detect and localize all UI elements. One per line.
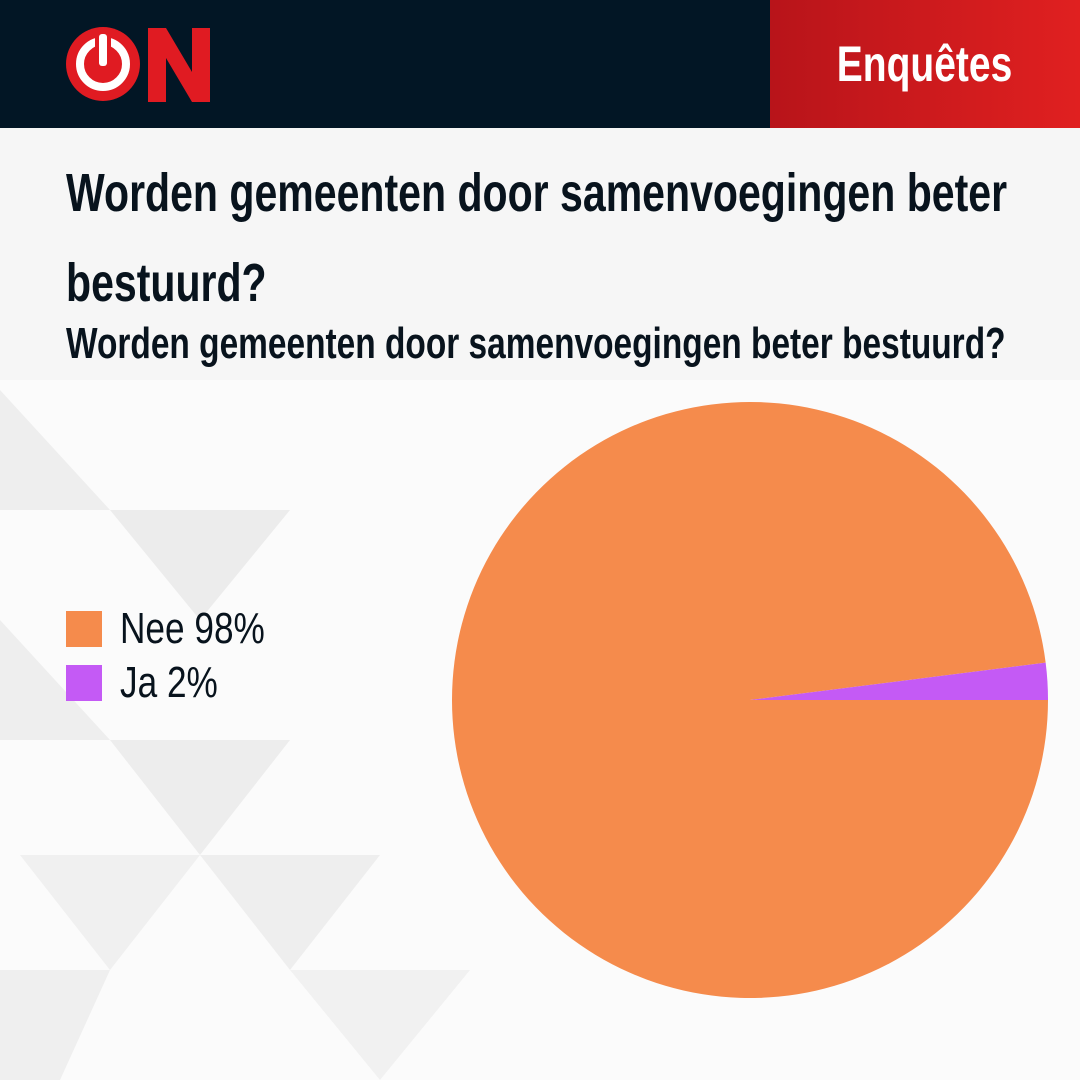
legend-swatch (66, 665, 102, 701)
section-badge[interactable]: Enquêtes (770, 0, 1080, 128)
legend-item: Ja 2% (66, 656, 301, 710)
legend-name: Nee (120, 604, 185, 653)
legend-value: 2% (166, 658, 218, 707)
chart-title: Worden gemeenten door samenvoegingen bet… (66, 163, 1008, 313)
header: Enquêtes (0, 0, 1080, 128)
legend: Nee 98% Ja 2% (66, 602, 301, 710)
chart-subtitle: Worden gemeenten door samenvoegingen bet… (66, 319, 1006, 368)
logo[interactable] (0, 0, 230, 128)
legend-text: Nee 98% (120, 604, 265, 654)
section-label[interactable]: Enquêtes (837, 36, 1013, 92)
legend-swatch (66, 611, 102, 647)
pie-slice (451, 402, 1048, 999)
pie-slice (750, 662, 1048, 700)
legend-text: Ja 2% (120, 658, 218, 708)
legend-item: Nee 98% (66, 602, 301, 656)
legend-value: 98% (194, 604, 265, 653)
legend-name: Ja (120, 658, 158, 707)
